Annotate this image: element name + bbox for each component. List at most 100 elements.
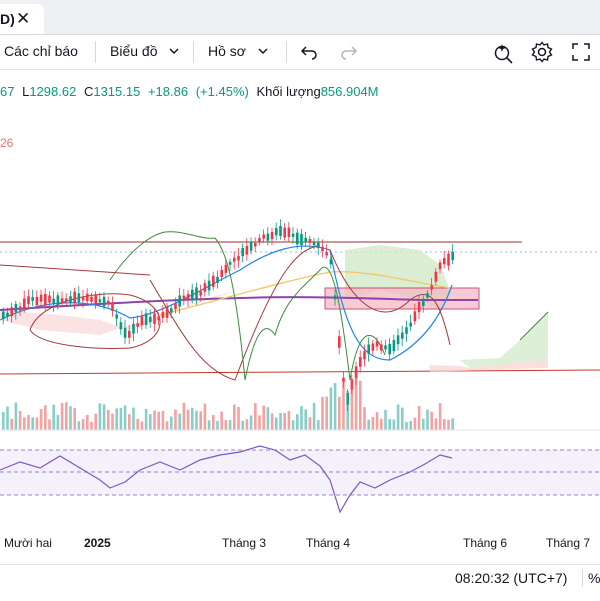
candle-body bbox=[224, 264, 228, 273]
candle-body bbox=[228, 261, 232, 265]
volume-bar bbox=[144, 408, 148, 430]
volume-bar bbox=[342, 381, 345, 430]
candle-body bbox=[401, 332, 404, 339]
candle-body bbox=[111, 304, 114, 312]
profile-label: Hồ sơ bbox=[208, 43, 246, 59]
volume-bar bbox=[388, 419, 391, 430]
clock-timezone[interactable]: 08:20:32 (UTC+7) bbox=[455, 570, 568, 586]
candle-body bbox=[35, 296, 39, 306]
candle-body bbox=[249, 241, 253, 251]
candle-body bbox=[321, 246, 324, 252]
quick-search-icon[interactable] bbox=[493, 42, 515, 64]
candle-body bbox=[405, 327, 408, 334]
ma-line-green-future bbox=[519, 311, 549, 341]
chart-toolbar: Các chỉ báo Biểu đồ Hồ sơ bbox=[0, 35, 600, 70]
candle-body bbox=[178, 295, 181, 307]
volume-series bbox=[2, 377, 454, 430]
candle-body bbox=[413, 311, 417, 322]
volume-bar bbox=[60, 402, 64, 430]
candle-body bbox=[140, 316, 144, 326]
candle-body bbox=[23, 298, 26, 308]
toolbar-divider bbox=[95, 41, 96, 63]
volume-bar bbox=[371, 416, 375, 430]
ichimoku-cloud-red bbox=[0, 290, 240, 335]
volume-bar bbox=[317, 420, 320, 430]
price-chart[interactable] bbox=[0, 0, 600, 560]
undo-icon[interactable] bbox=[300, 44, 318, 60]
candle-body bbox=[149, 316, 152, 322]
volume-bar bbox=[65, 402, 68, 430]
candle-body bbox=[317, 242, 320, 248]
time-label: Tháng 7 bbox=[546, 536, 591, 550]
ma-line-purple bbox=[0, 296, 478, 311]
tab-title: D) bbox=[0, 11, 15, 27]
volume-bar bbox=[245, 419, 249, 430]
candle-body bbox=[447, 253, 450, 266]
volume-bar bbox=[81, 419, 85, 430]
candle-body bbox=[60, 298, 64, 304]
redo-icon[interactable] bbox=[340, 44, 358, 60]
candle-body bbox=[287, 227, 291, 238]
volume-bar bbox=[296, 414, 299, 430]
volume-bar bbox=[266, 407, 270, 430]
indicators-button[interactable]: Các chỉ báo bbox=[4, 43, 78, 59]
volume-bar bbox=[401, 407, 404, 430]
volume-bar bbox=[405, 421, 408, 430]
status-divider bbox=[582, 569, 583, 587]
candle-body bbox=[18, 306, 22, 311]
candle-body bbox=[203, 283, 207, 292]
volume-bar bbox=[279, 412, 282, 430]
profile-button[interactable]: Hồ sơ bbox=[208, 43, 268, 59]
ma-line-maroon bbox=[0, 244, 451, 381]
candle-body bbox=[279, 226, 282, 237]
toolbar-divider bbox=[286, 41, 287, 63]
change-percent: (+1.45%) bbox=[195, 84, 249, 99]
candle-body bbox=[363, 351, 366, 360]
open-value-fragment: 67 bbox=[0, 84, 15, 99]
volume-bar bbox=[451, 418, 454, 430]
volume-bar bbox=[367, 419, 370, 430]
candle-body bbox=[56, 295, 60, 306]
volume-bar bbox=[119, 407, 123, 430]
volume-bar bbox=[396, 404, 400, 430]
gear-icon[interactable] bbox=[531, 41, 553, 63]
candle-body bbox=[128, 330, 131, 338]
ma-line-green bbox=[109, 231, 386, 381]
volume-bar bbox=[375, 412, 379, 430]
candle-body bbox=[44, 293, 47, 306]
close-value: 1315.15 bbox=[93, 84, 141, 99]
volume-bar bbox=[300, 406, 303, 430]
volume-bar bbox=[258, 415, 261, 430]
volume-bar bbox=[363, 407, 366, 430]
volume-bar bbox=[115, 408, 118, 430]
volume-bar bbox=[123, 405, 127, 430]
volume-bar bbox=[52, 404, 55, 430]
candle-body bbox=[14, 303, 18, 312]
candle-body bbox=[291, 233, 295, 237]
volume-bar bbox=[409, 420, 412, 430]
volume-bar bbox=[161, 410, 165, 430]
volume-bar bbox=[170, 416, 173, 430]
volume-bar bbox=[329, 387, 333, 430]
candle-body bbox=[409, 322, 412, 327]
chart-tab[interactable]: D) ✕ bbox=[0, 4, 44, 34]
volume-bar bbox=[14, 402, 18, 430]
candle-body bbox=[245, 245, 249, 255]
time-axis[interactable]: Mười hai 2025 Tháng 3 Tháng 4 Tháng 6 Th… bbox=[0, 533, 600, 553]
candle-body bbox=[207, 280, 211, 291]
close-icon[interactable]: ✕ bbox=[16, 9, 31, 28]
chart-type-button[interactable]: Biểu đồ bbox=[110, 43, 179, 59]
candle-body bbox=[157, 316, 160, 321]
candle-body bbox=[434, 271, 438, 282]
volume-bar bbox=[254, 403, 257, 430]
fullscreen-icon[interactable] bbox=[572, 43, 590, 61]
candle-body bbox=[426, 293, 429, 298]
volume-bar bbox=[447, 419, 450, 430]
volume-bar bbox=[94, 413, 97, 430]
volume-value: 856.904M bbox=[320, 84, 379, 99]
candle-body bbox=[2, 311, 5, 319]
candle-body bbox=[430, 285, 433, 290]
percent-toggle[interactable]: % bbox=[588, 570, 600, 586]
support-line bbox=[0, 369, 600, 375]
time-label: Mười hai bbox=[4, 536, 52, 550]
